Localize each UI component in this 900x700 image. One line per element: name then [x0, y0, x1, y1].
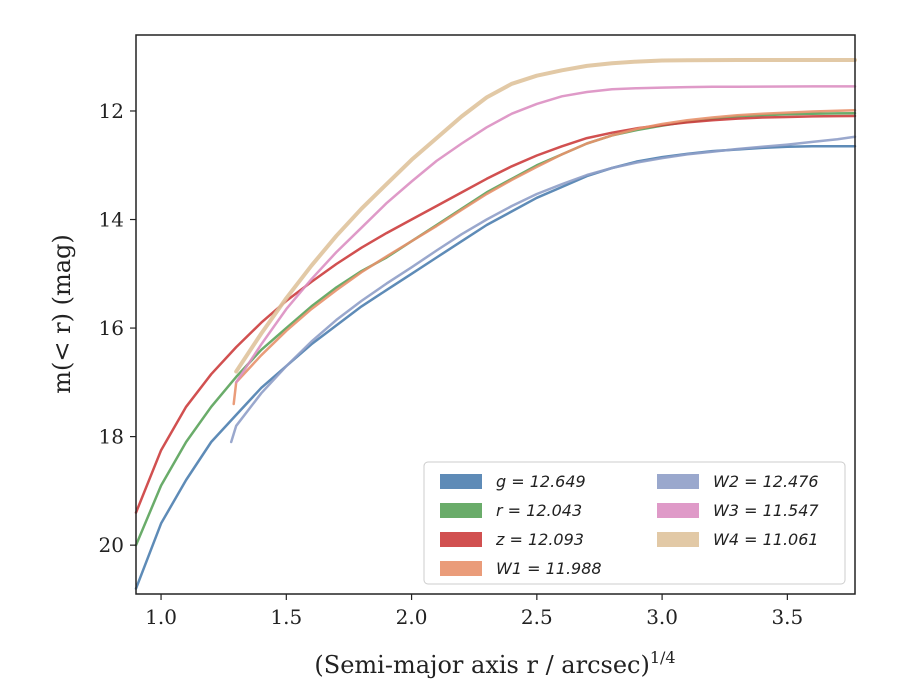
- x-tick-label: 1.5: [270, 605, 302, 629]
- series-line-3: [232, 109, 857, 406]
- x-tick-label: 2.0: [396, 605, 428, 629]
- x-tick-label: 3.0: [646, 605, 678, 629]
- y-tick-label: 18: [99, 425, 124, 449]
- legend-label-0: g = 12.649: [496, 472, 586, 491]
- y-tick-label: 12: [99, 99, 124, 123]
- x-axis-label: (Semi-major axis r / arcsec)1/4: [314, 648, 675, 679]
- legend-label-2: z = 12.093: [495, 530, 584, 549]
- legend-swatch-5: [657, 503, 699, 518]
- y-tick-label: 14: [99, 208, 124, 232]
- legend-swatch-1: [440, 503, 482, 518]
- legend: g = 12.649 r = 12.043 z = 12.093 W1 = 11.98…: [423, 461, 846, 585]
- legend-box: [423, 461, 846, 585]
- x-tick-label: 3.5: [771, 605, 803, 629]
- series-line-5: [234, 85, 857, 384]
- y-ticks: 12 14 16 18 20: [99, 99, 136, 557]
- y-tick-label: 16: [99, 316, 124, 340]
- x-tick-label: 2.5: [521, 605, 553, 629]
- legend-label-1: r = 12.043: [496, 501, 582, 520]
- plot-frame: [135, 34, 856, 595]
- legend-label-3: W1 = 11.988: [496, 559, 602, 578]
- x-ticks: 1.0 1.5 2.0 2.5 3.0 3.5: [145, 594, 803, 629]
- legend-label-6: W4 = 11.061: [713, 530, 819, 549]
- legend-label-4: W2 = 12.476: [713, 472, 819, 491]
- legend-swatch-6: [657, 532, 699, 547]
- y-tick-label: 20: [99, 533, 124, 557]
- legend-swatch-4: [657, 474, 699, 489]
- x-axis-label-superscript: 1/4: [650, 648, 676, 667]
- legend-swatch-2: [440, 532, 482, 547]
- y-axis-label: m(< r) (mag): [48, 234, 76, 393]
- series-layer: [134, 58, 857, 590]
- series-line-4: [229, 135, 857, 444]
- legend-label-5: W3 = 11.547: [713, 501, 819, 520]
- series-line-6: [234, 58, 857, 374]
- series-line-2: [134, 114, 857, 514]
- x-tick-label: 1.0: [145, 605, 177, 629]
- legend-swatch-0: [440, 474, 482, 489]
- legend-swatch-3: [440, 561, 482, 576]
